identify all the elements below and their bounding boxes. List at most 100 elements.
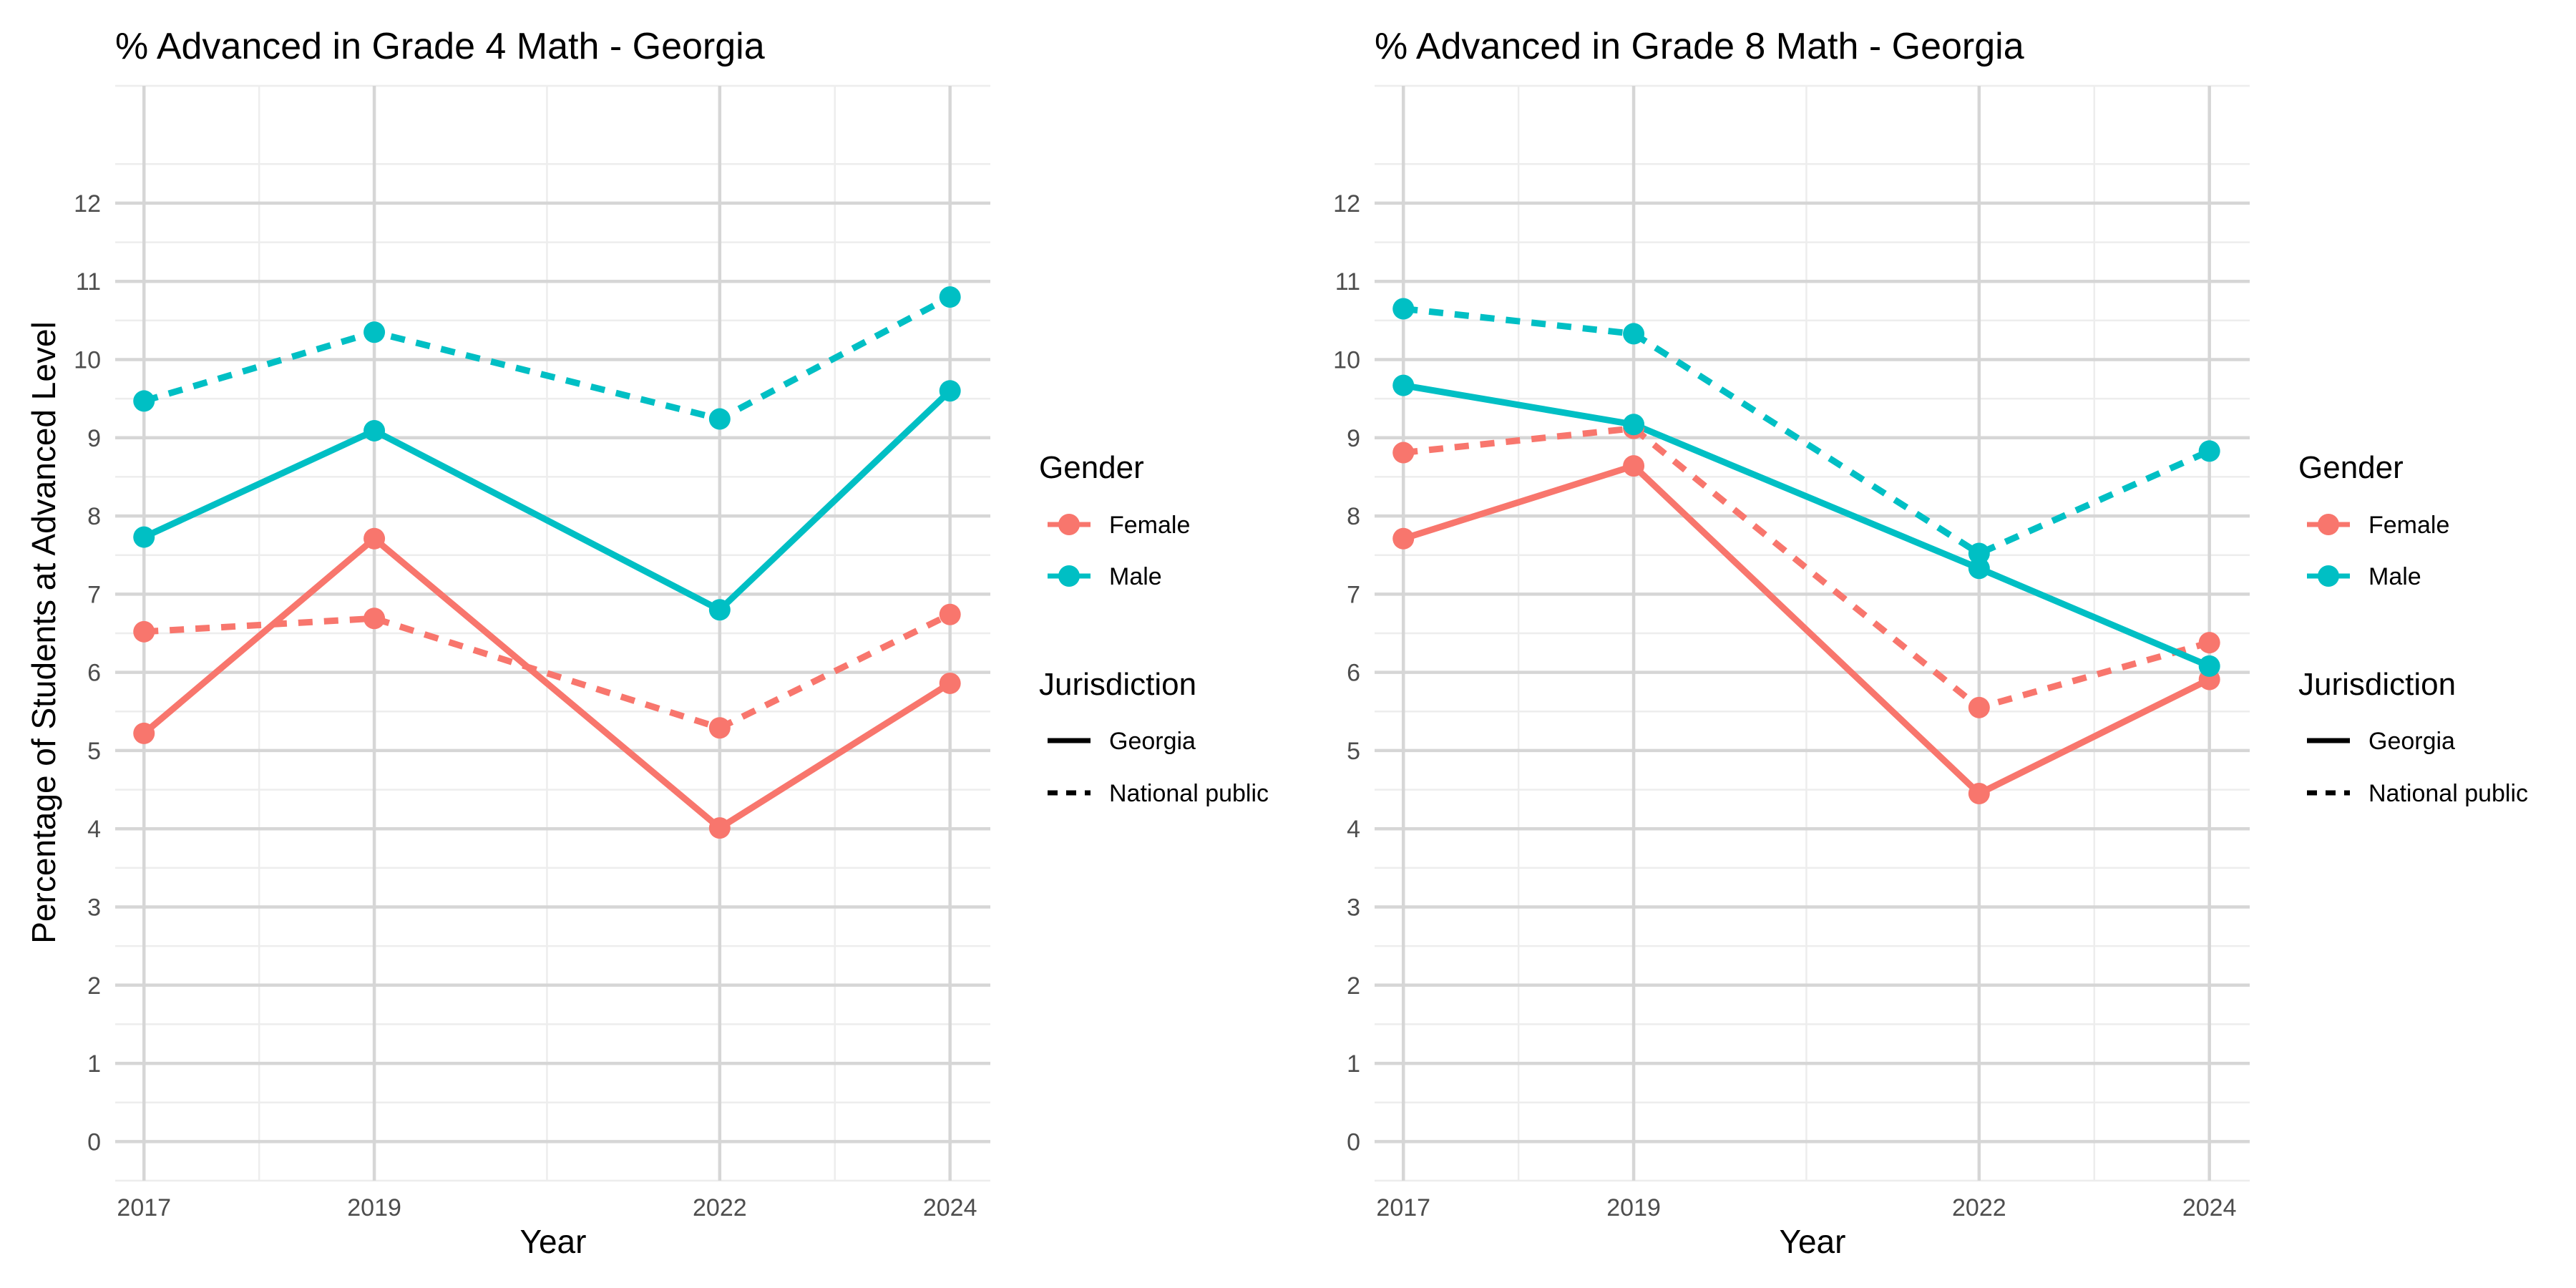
- legend-female-marker: [2318, 514, 2339, 535]
- grade8-y-tick-label-4: 4: [1347, 816, 1360, 843]
- grade8-point-female-georgia-2017: [1392, 527, 1415, 550]
- grade8-y-tick-label-5: 5: [1347, 738, 1360, 765]
- grade4-point-female-national-public-2024: [939, 603, 961, 625]
- legend-male-marker: [1058, 565, 1080, 587]
- grade8-y-tick-label-9: 9: [1347, 425, 1360, 452]
- grade8-point-male-national-public-2024: [2198, 440, 2220, 462]
- legend-male-label: Male: [2368, 563, 2421, 590]
- grade4-x-tick-label-2024: 2024: [923, 1194, 977, 1221]
- legend-georgia-label: Georgia: [2368, 728, 2455, 755]
- grade4-point-male-national-public-2017: [133, 390, 155, 412]
- grade8-x-tick-label-2024: 2024: [2182, 1194, 2237, 1221]
- legend-female-marker: [1058, 514, 1080, 535]
- grade8-line-male-georgia: [1402, 382, 2211, 670]
- grade8-x-tick-label-2019: 2019: [1606, 1194, 1661, 1221]
- grade8-point-male-national-public-2022: [1968, 542, 1990, 565]
- grade8-y-tick-label-6: 6: [1347, 660, 1360, 687]
- grade4-point-male-national-public-2019: [364, 321, 386, 343]
- grade4-x-tick-label-2017: 2017: [117, 1194, 171, 1221]
- legend-male-marker: [2318, 565, 2339, 587]
- grade4-y-tick-label-12: 12: [74, 190, 101, 218]
- grade4-point-male-georgia-2022: [708, 599, 731, 621]
- grade8-point-female-georgia-2022: [1968, 783, 1990, 805]
- legend-jurisdiction-title: Jurisdiction: [1039, 667, 1196, 702]
- legend-gender-title: Gender: [1039, 450, 1144, 485]
- legend-female-label: Female: [1109, 512, 1190, 539]
- grade4-line-male-national-public: [142, 294, 952, 423]
- grade8-y-tick-label-3: 3: [1347, 894, 1360, 922]
- legend-male-label: Male: [1109, 563, 1162, 590]
- grade8-line-male-national-public: [1402, 305, 2211, 557]
- grade8-panel: % Advanced in Grade 8 Math - Georgia 012…: [1333, 26, 2250, 1260]
- grade8-series: [1392, 298, 2220, 805]
- grade4-x-tick-label-2022: 2022: [693, 1194, 747, 1221]
- grade4-legend: Gender Female Male Jurisdiction Georgia …: [1039, 450, 1269, 807]
- grade8-x-axis-title: Year: [1780, 1223, 1846, 1260]
- grade4-point-male-georgia-2017: [133, 526, 155, 548]
- grade8-y-tick-label-11: 11: [1335, 268, 1360, 296]
- grade8-y-tick-label-12: 12: [1333, 190, 1360, 218]
- grade8-y-tick-label-10: 10: [1333, 347, 1360, 374]
- grade8-point-female-national-public-2017: [1392, 441, 1415, 464]
- grade4-y-tick-label-0: 0: [87, 1128, 101, 1156]
- grade8-y-tick-label-2: 2: [1347, 972, 1360, 1000]
- grade4-point-male-national-public-2024: [939, 286, 961, 308]
- grade4-point-female-national-public-2019: [364, 608, 386, 630]
- grade4-point-female-georgia-2019: [364, 527, 386, 550]
- grade4-point-female-georgia-2022: [708, 817, 731, 839]
- grade8-point-female-national-public-2022: [1968, 696, 1990, 718]
- grade8-y-tick-label-7: 7: [1347, 581, 1360, 608]
- grade8-y-tick-label-1: 1: [1347, 1050, 1360, 1078]
- grade4-chart-title: % Advanced in Grade 4 Math - Georgia: [115, 26, 765, 67]
- grade4-line-female-national-public: [143, 611, 952, 731]
- grade4-y-tick-label-3: 3: [87, 894, 101, 922]
- grade8-point-male-national-public-2017: [1392, 298, 1415, 320]
- grade4-y-tick-label-11: 11: [76, 268, 101, 296]
- grade4-y-tick-label-6: 6: [87, 660, 101, 687]
- legend-national-public-label: National public: [2368, 780, 2528, 807]
- grade4-y-tick-label-9: 9: [87, 425, 101, 452]
- grade4-point-female-national-public-2017: [133, 620, 155, 643]
- grade8-line-female-national-public: [1402, 425, 2210, 711]
- grade4-point-female-georgia-2017: [133, 722, 155, 744]
- grade8-point-male-georgia-2019: [1623, 414, 1645, 436]
- grade8-point-male-georgia-2017: [1392, 374, 1415, 396]
- grade8-line-female-georgia: [1402, 462, 2211, 797]
- legend-georgia-label: Georgia: [1109, 728, 1196, 755]
- grade8-x-tick-label-2022: 2022: [1952, 1194, 2006, 1221]
- grade8-point-male-georgia-2022: [1968, 557, 1990, 580]
- legend-female-label: Female: [2368, 512, 2449, 539]
- grade8-point-male-georgia-2024: [2198, 655, 2220, 677]
- grade8-x-tick-labels: 2017 2019 2022 2024: [1376, 1194, 2236, 1221]
- grade4-point-male-georgia-2019: [364, 419, 386, 441]
- grade4-point-male-national-public-2022: [708, 408, 731, 430]
- grade4-x-tick-label-2019: 2019: [347, 1194, 401, 1221]
- grade4-point-male-georgia-2024: [939, 380, 961, 402]
- legend-national-public-label: National public: [1109, 780, 1269, 807]
- grade4-y-tick-label-1: 1: [87, 1050, 101, 1078]
- legend-jurisdiction-title: Jurisdiction: [2298, 667, 2456, 702]
- grade8-point-female-georgia-2019: [1623, 455, 1645, 477]
- grade4-y-tick-label-10: 10: [74, 347, 101, 374]
- grade8-point-male-national-public-2019: [1623, 323, 1645, 345]
- grade8-x-tick-label-2017: 2017: [1376, 1194, 1430, 1221]
- grade4-series: [133, 286, 961, 839]
- grade4-x-tick-labels: 2017 2019 2022 2024: [117, 1194, 977, 1221]
- y-axis-title: Percentage of Students at Advanced Level: [25, 321, 62, 944]
- grade8-y-tick-label-0: 0: [1347, 1128, 1360, 1156]
- grade4-y-tick-label-7: 7: [87, 581, 101, 608]
- legend-gender-title: Gender: [2298, 450, 2404, 485]
- grade8-chart-title: % Advanced in Grade 8 Math - Georgia: [1375, 26, 2024, 67]
- grade4-line-female-georgia: [142, 535, 952, 831]
- grade8-y-tick-label-8: 8: [1347, 503, 1360, 530]
- grade4-y-tick-label-4: 4: [87, 816, 101, 843]
- grade4-point-female-national-public-2022: [708, 717, 731, 739]
- grade8-legend: Gender Female Male Jurisdiction Georgia …: [2298, 450, 2528, 807]
- grade8-point-female-national-public-2024: [2198, 632, 2220, 654]
- grade4-x-axis-title: Year: [520, 1223, 587, 1260]
- grade4-gridlines: [115, 84, 990, 1182]
